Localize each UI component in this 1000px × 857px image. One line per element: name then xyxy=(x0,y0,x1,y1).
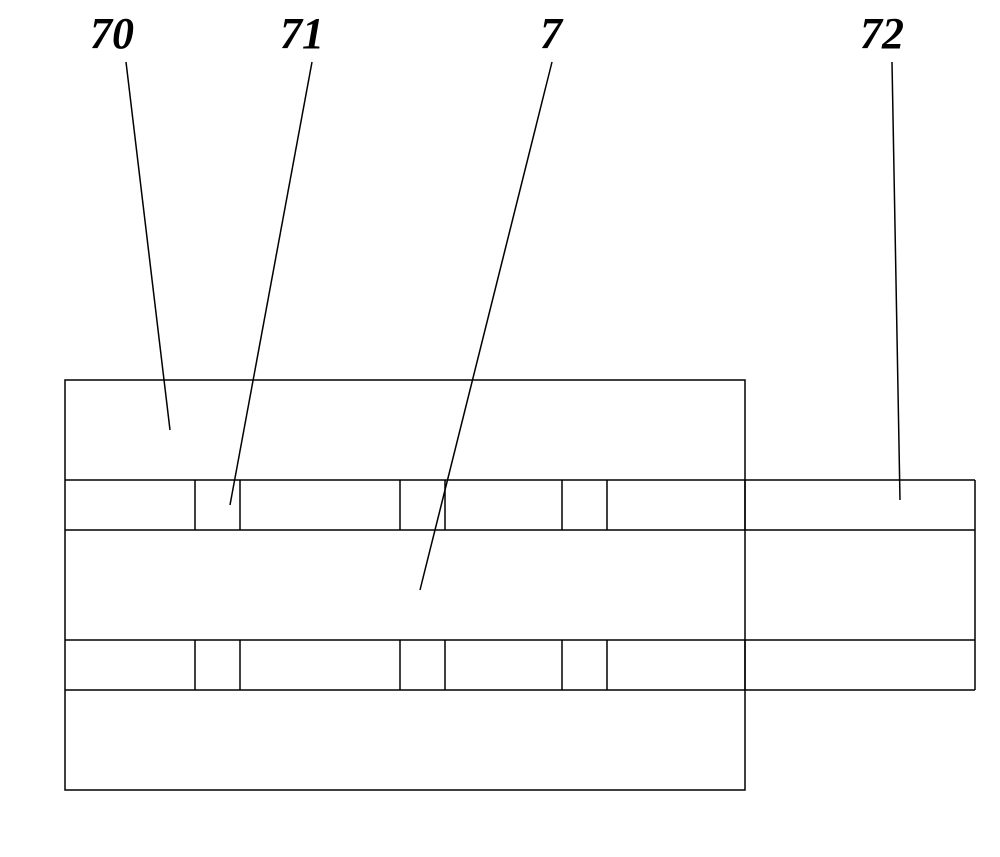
leader-70 xyxy=(126,62,170,430)
diagram-svg xyxy=(0,0,1000,857)
leader-72 xyxy=(892,62,900,500)
leader-7 xyxy=(420,62,552,590)
leader-71 xyxy=(230,62,312,505)
main-body xyxy=(65,380,745,790)
diagram-canvas: 70 71 7 72 xyxy=(0,0,1000,857)
